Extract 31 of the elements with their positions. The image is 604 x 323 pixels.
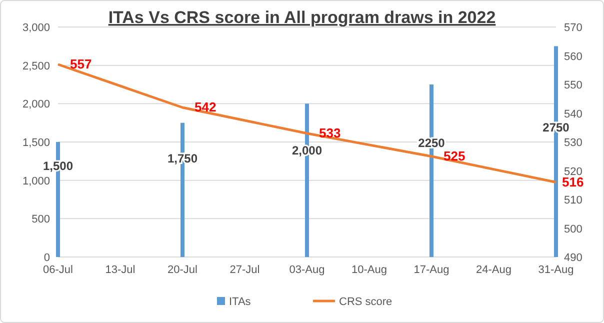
y2-tick-label: 550 <box>564 80 582 92</box>
data-label: 525 <box>444 148 466 164</box>
y2-tick-label: 570 <box>564 22 582 34</box>
x-tick-label: 13-Jul <box>105 264 136 276</box>
data-label: 533 <box>319 125 341 140</box>
data-label: 557 <box>70 56 92 72</box>
x-tick-label: 10-Aug <box>352 264 387 276</box>
chart-title: ITAs Vs CRS score in All program draws in 2022 <box>108 8 496 27</box>
y-tick-label: 2,500 <box>22 60 50 72</box>
y2-tick-label: 500 <box>564 223 582 236</box>
legend-label: ITAs <box>229 296 252 308</box>
x-tick-label: 06-Jul <box>43 264 73 276</box>
data-label: 542 <box>194 100 216 114</box>
x-tick-label: 17-Aug <box>414 264 450 276</box>
y-tick-label: 1,000 <box>22 175 50 188</box>
x-tick-label: 20-Jul <box>168 264 198 276</box>
y-tick-label: 0 <box>44 252 50 264</box>
x-tick-label: 31-Aug <box>538 264 574 276</box>
y2-tick-label: 530 <box>564 137 582 149</box>
y2-tick-label: 510 <box>564 194 582 206</box>
legend-label: CRS score <box>339 296 392 308</box>
y-tick-label: 1,500 <box>22 137 50 149</box>
y-tick-label: 3,000 <box>22 22 50 34</box>
y-tick-label: 500 <box>32 214 50 226</box>
y2-tick-label: 540 <box>564 108 582 120</box>
x-tick-label: 24-Aug <box>476 264 512 276</box>
y-tick-label: 2,000 <box>22 98 50 111</box>
y2-tick-label: 560 <box>564 50 582 63</box>
y2-tick-label: 490 <box>564 252 582 264</box>
x-tick-label: 27-Jul <box>230 264 260 276</box>
x-tick-label: 03-Aug <box>289 264 325 276</box>
